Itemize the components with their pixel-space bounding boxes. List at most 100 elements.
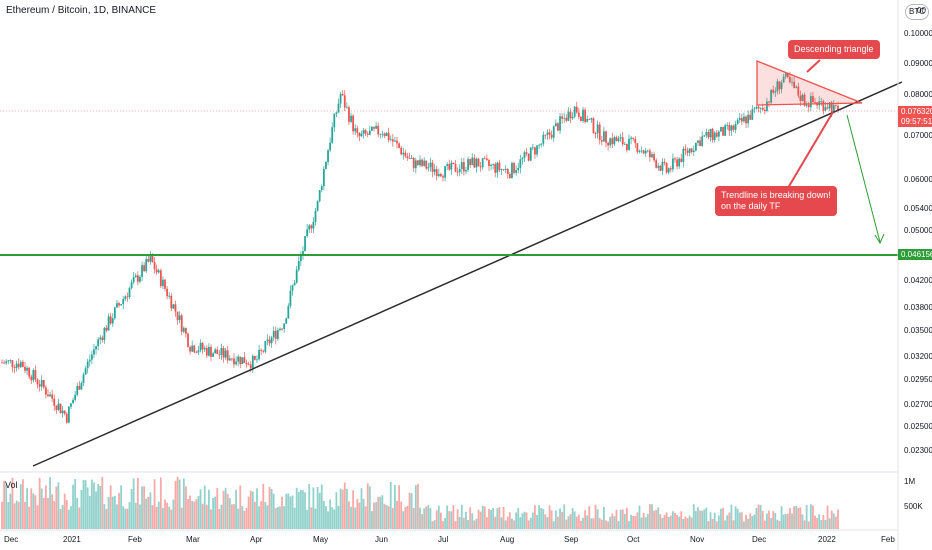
volume-bar: [145, 498, 148, 529]
volume-bar: [600, 519, 603, 529]
candle-body: [1, 362, 3, 364]
descending-triangle[interactable]: [756, 60, 863, 106]
candle-body: [776, 81, 779, 92]
candle-body: [577, 112, 580, 117]
volume-bar: [34, 495, 37, 529]
candle-body: [258, 349, 260, 360]
currency-badge[interactable]: BTC: [905, 4, 929, 20]
trendline-callout[interactable]: Trendline is breaking down! on the daily…: [715, 186, 837, 216]
volume-bar: [327, 511, 329, 529]
candle-body: [534, 147, 536, 155]
candle-body: [180, 315, 183, 332]
volume-bar: [105, 509, 108, 529]
volume-bar: [477, 509, 480, 529]
candle-body: [458, 169, 461, 173]
candle-body: [646, 150, 649, 152]
volume-bar: [291, 495, 294, 529]
candle-body: [61, 410, 64, 414]
candle-body: [389, 139, 392, 141]
volume-bar: [665, 512, 668, 529]
descending-triangle-callout[interactable]: Descending triangle: [788, 40, 880, 59]
candle-body: [483, 158, 486, 160]
volume-bar: [659, 514, 662, 529]
volume-bar: [523, 511, 526, 529]
candle-body: [623, 143, 626, 145]
volume-bar: [529, 517, 532, 529]
volume-bar: [289, 496, 292, 529]
volume-bar: [314, 508, 317, 529]
candle-body: [270, 337, 273, 344]
volume-bar: [130, 489, 133, 529]
volume-bar: [611, 513, 614, 529]
volume-bar: [379, 496, 382, 529]
candle-body: [268, 339, 271, 344]
volume-bar: [615, 509, 618, 529]
volume-bar: [360, 488, 363, 529]
volume-bar: [249, 490, 252, 529]
candle-body: [682, 148, 685, 162]
volume-bar: [442, 521, 444, 529]
candle-body: [763, 109, 766, 111]
volume-bar: [57, 482, 60, 529]
volume-bar: [226, 493, 229, 529]
volume-bar: [435, 510, 438, 529]
volume-bar: [770, 517, 773, 529]
candle-body: [521, 158, 524, 160]
candle-body: [471, 157, 474, 165]
candle-body: [594, 133, 597, 134]
candle-body: [751, 109, 754, 120]
candle-body: [465, 169, 467, 172]
volume-bar: [554, 510, 557, 529]
candle-body: [233, 358, 235, 365]
volume-bar: [82, 479, 85, 529]
candle-body: [588, 118, 591, 120]
volume-bar: [536, 515, 538, 529]
candle-body: [617, 138, 620, 141]
candle-body: [774, 91, 777, 93]
volume-bar: [32, 493, 35, 529]
symbol-title[interactable]: Ethereum / Bitcoin, 1D, BINANCE: [6, 5, 157, 16]
candle-body: [694, 142, 697, 151]
volume-bar: [26, 488, 28, 529]
volume-bar: [569, 514, 572, 529]
candle-body: [235, 361, 237, 365]
candle-body: [784, 73, 787, 77]
volume-bar: [768, 510, 770, 529]
volume-bar: [707, 521, 710, 529]
candle-body: [467, 159, 469, 170]
volume-bar: [11, 477, 14, 529]
candle-body: [216, 349, 219, 354]
time-tick: 2022: [818, 535, 836, 544]
candle-body: [477, 158, 480, 167]
candle-body: [164, 279, 166, 289]
candle-body: [394, 140, 396, 142]
candle-body: [669, 168, 672, 170]
candle-body: [789, 77, 791, 83]
volume-bar: [458, 516, 461, 529]
volume-bar: [730, 504, 733, 529]
candle-body: [607, 142, 609, 146]
candle-body: [299, 255, 302, 262]
candle-body: [609, 138, 612, 146]
volume-bar: [789, 508, 791, 529]
candle-body: [57, 403, 60, 410]
volume-bar: [688, 515, 691, 529]
volume-bar: [251, 491, 254, 529]
candle-body: [678, 158, 681, 167]
candle-body: [573, 106, 576, 117]
volume-bar: [65, 499, 68, 529]
volume-bar: [70, 506, 72, 529]
ascending-trendline[interactable]: [32, 81, 903, 467]
candle-body: [531, 147, 534, 149]
volume-bar: [333, 509, 336, 529]
candle-body: [239, 356, 242, 365]
volume-bar: [521, 513, 524, 529]
candle-body: [663, 162, 666, 163]
volume-bar: [389, 481, 392, 529]
candle-body: [172, 304, 175, 309]
volume-bar: [235, 489, 237, 529]
volume-bar: [412, 508, 415, 529]
volume-bar: [400, 501, 403, 529]
